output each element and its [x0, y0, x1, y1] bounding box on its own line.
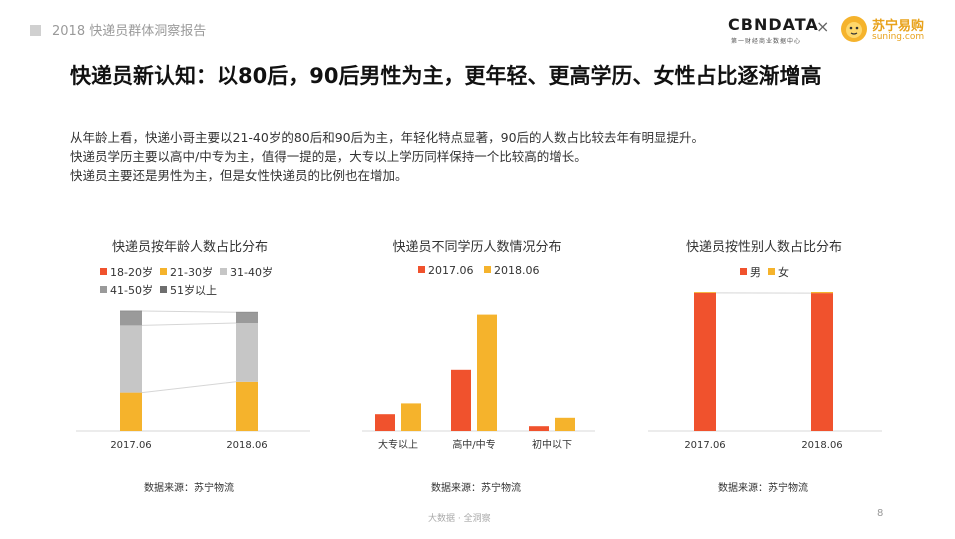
legend-swatch	[768, 268, 775, 275]
legend-item: 男	[740, 264, 761, 280]
description: 从年龄上看，快递小哥主要以21-40岁的80后和90后为主，年轻化特点显著，90…	[70, 128, 930, 185]
education-bar	[451, 369, 471, 431]
x-tick-label: 2017.06	[684, 440, 725, 451]
suning-logo-name: 苏宁易购	[872, 19, 925, 34]
legend-label: 女	[778, 266, 789, 279]
description-line: 从年龄上看，快递小哥主要以21-40岁的80后和90后为主，年轻化特点显著，90…	[70, 130, 705, 145]
legend-swatch	[100, 268, 107, 275]
age-bar-segment	[120, 310, 142, 312]
legend-item: 21-30岁	[160, 264, 213, 280]
footer-slogan: 大数据 · 全洞察	[428, 514, 491, 524]
series-connector-line	[141, 322, 237, 326]
education-bar	[529, 426, 549, 431]
age-bar-segment	[236, 311, 258, 313]
description-line: 快递员学历主要以高中/中专为主，值得一提的是，大专以上学历同样保持一个比较高的增…	[70, 149, 587, 164]
legend-swatch	[484, 266, 491, 273]
legend-label: 2017.06	[428, 264, 474, 277]
legend-item: 2018.06	[484, 264, 540, 277]
gender-bar-segment	[694, 292, 716, 431]
legend-label: 51岁以上	[170, 284, 217, 297]
legend-item: 51岁以上	[160, 282, 217, 298]
legend-swatch	[160, 268, 167, 275]
gender-bar-segment	[694, 292, 716, 293]
age-chart-source: 数据来源：苏宁物流	[144, 483, 234, 494]
legend-label: 31-40岁	[230, 266, 273, 279]
logo-separator: ×	[816, 17, 830, 36]
legend-swatch	[220, 268, 227, 275]
age-bar-segment	[120, 392, 142, 431]
x-tick-label: 2017.06	[110, 440, 151, 451]
age-bar-segment	[120, 325, 142, 393]
suning-lion-icon	[841, 16, 867, 42]
education-bar	[477, 314, 497, 431]
page-number: 8	[877, 508, 884, 519]
education-bar	[555, 417, 575, 431]
page-title: 快递员新认知：以80后，90后男性为主，更年轻、更高学历、女性占比逐渐增高	[70, 64, 822, 88]
age-chart-title: 快递员按年龄人数占比分布	[111, 240, 268, 255]
x-tick-label: 初中以下	[532, 438, 572, 451]
cbndata-logo-subtitle: 第一财经商业数据中心	[731, 38, 802, 45]
education-chart-title: 快递员不同学历人数情况分布	[392, 240, 562, 255]
report-title: 2018 快递员群体洞察报告	[52, 24, 207, 39]
legend-item: 女	[768, 264, 789, 280]
x-tick-label: 2018.06	[226, 440, 267, 451]
legend-label: 2018.06	[494, 264, 540, 277]
age-bar-segment	[120, 311, 142, 326]
legend-swatch	[100, 286, 107, 293]
cbndata-logo: CBNDATA	[728, 15, 819, 34]
description-line: 快递员主要还是男性为主，但是女性快递员的比例也在增加。	[70, 168, 408, 183]
header-square	[30, 25, 41, 36]
legend-swatch	[418, 266, 425, 273]
legend-label: 41-50岁	[110, 284, 153, 297]
age-bar-segment	[236, 323, 258, 382]
gender-bar-segment	[811, 293, 833, 431]
legend-label: 18-20岁	[110, 266, 153, 279]
legend-item: 18-20岁	[100, 264, 153, 280]
gender-bar-segment	[811, 292, 833, 294]
gender-chart-source: 数据来源：苏宁物流	[718, 483, 808, 494]
suning-logo-url: suning.com	[872, 32, 925, 42]
x-tick-label: 高中/中专	[452, 438, 495, 451]
gender-chart-title: 快递员按性别人数占比分布	[685, 240, 842, 255]
series-connector-line	[141, 381, 237, 394]
legend-swatch	[740, 268, 747, 275]
legend-swatch	[160, 286, 167, 293]
legend-item: 31-40岁	[220, 264, 273, 280]
education-chart-source: 数据来源：苏宁物流	[431, 483, 521, 494]
series-connector-line	[141, 310, 237, 313]
legend-item: 2017.06	[418, 264, 474, 277]
x-tick-label: 大专以上	[378, 438, 418, 451]
x-tick-label: 2018.06	[801, 440, 842, 451]
age-bar-segment	[236, 381, 258, 431]
education-bar	[401, 403, 421, 431]
legend-label: 男	[750, 266, 761, 279]
legend-item: 41-50岁	[100, 282, 153, 298]
age-bar-segment	[236, 312, 258, 323]
education-bar	[375, 414, 395, 431]
legend-label: 21-30岁	[170, 266, 213, 279]
